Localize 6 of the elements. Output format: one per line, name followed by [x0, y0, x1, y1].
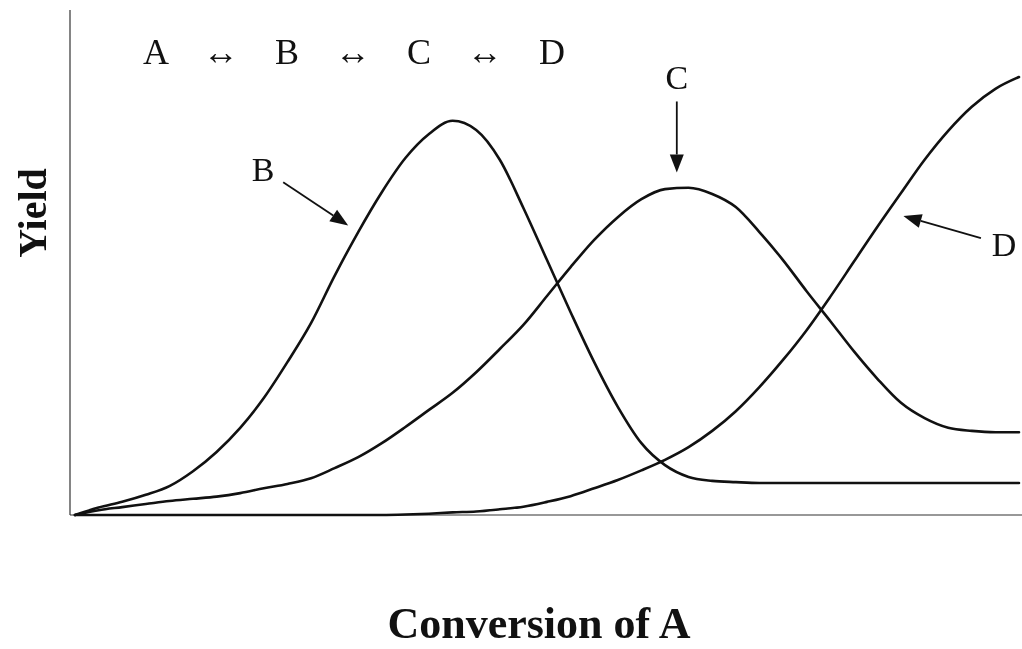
legend-label: D [991, 226, 1017, 264]
y-axis-title: Yield [9, 168, 55, 258]
text: C [665, 58, 689, 96]
text: B [251, 150, 275, 188]
x-axis-title: Conversion of A [387, 599, 691, 648]
text: A ↔ B ↔ C ↔ D [143, 32, 565, 72]
